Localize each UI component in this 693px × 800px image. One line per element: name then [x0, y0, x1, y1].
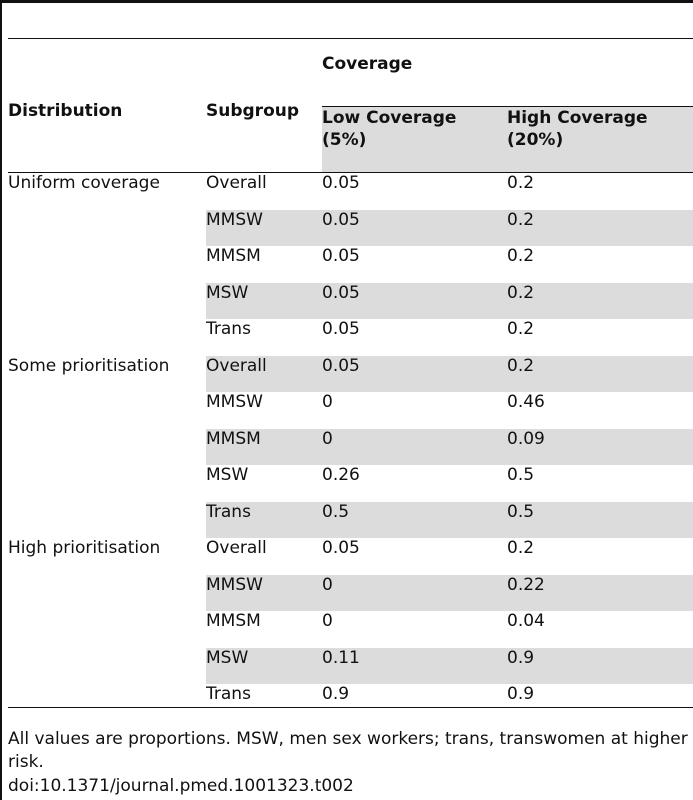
cell-subgroup: MSW: [206, 647, 322, 684]
cell-low-coverage: 0: [322, 611, 333, 631]
cell-distribution: [8, 502, 206, 539]
cell-high-coverage: 0.2: [507, 282, 693, 319]
cell-high-coverage: 0.5: [507, 501, 693, 538]
cell-distribution: [8, 283, 206, 320]
cell-subgroup: MSW: [206, 282, 322, 319]
table-row: MSW 0.05 0.2: [8, 282, 693, 320]
cell-high-coverage: 0.2: [507, 319, 535, 339]
table-row: Trans 0.5 0.5: [8, 501, 693, 539]
table-row: MSW 0.26 0.5: [8, 465, 693, 502]
cell-high-coverage: 0.9: [507, 647, 693, 684]
cell-distribution: [8, 392, 206, 429]
cell-high-coverage: 0.2: [507, 246, 535, 266]
cell-distribution: [8, 465, 206, 502]
cell-low-coverage: 0.05: [322, 172, 507, 210]
cell-subgroup: Trans: [206, 501, 322, 538]
cell-high-coverage: 0.2: [507, 355, 693, 392]
cell-low-coverage: 0.11: [322, 647, 507, 684]
table-row: Trans 0.05 0.2: [8, 319, 693, 356]
header-distribution: Distribution: [8, 100, 123, 121]
cell-subgroup: MSW: [206, 465, 249, 485]
cell-subgroup: MMSW: [206, 392, 263, 412]
cell-distribution: Uniform coverage: [8, 172, 206, 210]
cell-distribution: Some prioritisation: [8, 355, 170, 376]
table-row: MMSW 0 0.22: [8, 574, 693, 612]
header-coverage: Coverage: [322, 54, 413, 74]
cell-subgroup: Overall: [206, 172, 322, 210]
table-row: MMSW 0.05 0.2: [8, 209, 693, 247]
table-row: MMSW 0 0.46: [8, 392, 693, 429]
cell-distribution: [8, 246, 206, 283]
cell-low-coverage: 0: [322, 428, 507, 465]
cell-distribution: High prioritisation: [8, 538, 161, 558]
header-row-2: Low Coverage (5%) High Coverage (20%): [8, 106, 693, 173]
cell-low-coverage: 0.05: [322, 355, 507, 392]
cell-high-coverage: 0.5: [507, 465, 535, 485]
top-rule: [0, 0, 693, 3]
cell-subgroup: MMSM: [206, 246, 261, 266]
cell-subgroup: Overall: [206, 538, 267, 558]
cell-low-coverage: 0: [322, 392, 333, 412]
cell-subgroup: Trans: [206, 319, 251, 339]
cell-low-coverage: 0.9: [322, 684, 350, 704]
cell-subgroup: Trans: [206, 684, 251, 704]
cell-subgroup: MMSM: [206, 611, 261, 631]
table-row: MSW 0.11 0.9: [8, 647, 693, 685]
table-row: High prioritisation Overall 0.05 0.2: [8, 538, 693, 575]
table-row: MMSM 0 0.09: [8, 428, 693, 466]
cell-distribution: [8, 684, 206, 721]
header-subgroup: Subgroup: [206, 100, 300, 121]
doi-text: doi:10.1371/journal.pmed.1001323.t002: [8, 776, 354, 796]
table-row: Uniform coverage Overall 0.05 0.2: [8, 172, 693, 210]
header-high-label: High Coverage (20%): [507, 108, 648, 150]
cell-low-coverage: 0.05: [322, 538, 360, 558]
header-high-coverage: High Coverage (20%): [507, 106, 693, 173]
cell-subgroup: Overall: [206, 355, 322, 392]
cell-subgroup: MMSM: [206, 428, 322, 465]
table-footnote: All values are proportions. MSW, men sex…: [8, 729, 688, 772]
table-body: Uniform coverage Overall 0.05 0.2 MMSW 0.05 0.…: [8, 172, 693, 721]
header-low-label: Low Coverage (5%): [322, 108, 457, 150]
table-row: MMSM 0 0.04: [8, 611, 693, 648]
header-row-1: Distribution Subgroup Coverage: [8, 39, 693, 121]
cell-distribution: [8, 319, 206, 356]
table-row: Some prioritisation Overall 0.05 0.2: [8, 355, 693, 392]
cell-subgroup: MMSW: [206, 574, 322, 611]
data-table: Distribution Subgroup Coverage Low Cover…: [8, 39, 693, 721]
cell-high-coverage: 0.2: [507, 209, 693, 246]
cell-distribution: [8, 575, 206, 612]
cell-low-coverage: 0.05: [322, 282, 507, 319]
cell-high-coverage: 0.04: [507, 611, 545, 631]
cell-distribution: [8, 210, 206, 247]
table-bottom-rule: [8, 707, 693, 708]
table-row: MMSM 0.05 0.2: [8, 246, 693, 283]
cell-low-coverage: 0.05: [322, 319, 360, 339]
cell-high-coverage: 0.22: [507, 574, 693, 611]
cell-low-coverage: 0: [322, 574, 507, 611]
cell-low-coverage: 0.05: [322, 209, 507, 246]
header-low-coverage: Low Coverage (5%): [322, 106, 507, 173]
cell-low-coverage: 0.26: [322, 465, 360, 485]
table-row: Trans 0.9 0.9: [8, 684, 693, 721]
cell-distribution: [8, 429, 206, 466]
cell-low-coverage: 0.5: [322, 501, 507, 538]
cell-high-coverage: 0.46: [507, 392, 545, 412]
cell-high-coverage: 0.2: [507, 172, 693, 210]
left-border: [0, 0, 2, 800]
cell-high-coverage: 0.2: [507, 538, 535, 558]
cell-distribution: [8, 611, 206, 648]
cell-high-coverage: 0.9: [507, 684, 535, 704]
cell-subgroup: MMSW: [206, 209, 322, 246]
cell-high-coverage: 0.09: [507, 428, 693, 465]
cell-distribution: [8, 648, 206, 685]
cell-low-coverage: 0.05: [322, 246, 360, 266]
header-top-rule: [8, 38, 693, 39]
